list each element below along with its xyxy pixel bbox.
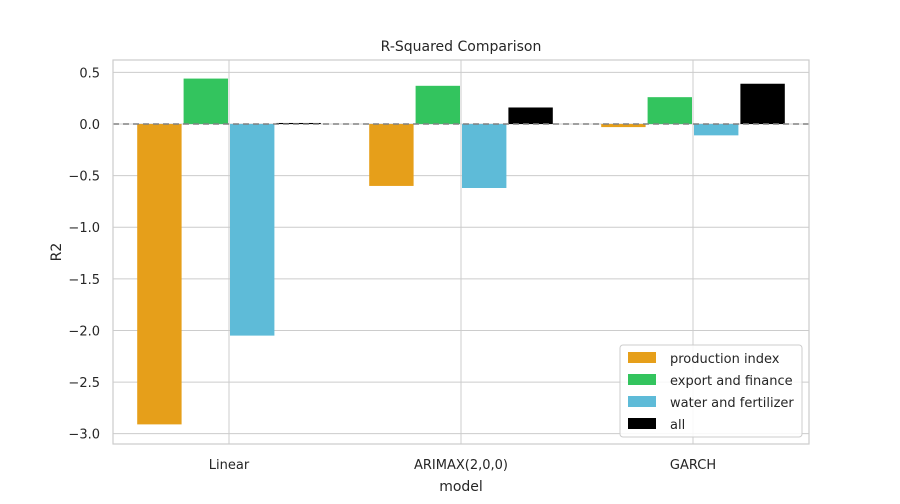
legend-label: export and finance — [670, 374, 793, 389]
y-tick-label: −2.5 — [68, 376, 100, 391]
bar — [137, 124, 182, 425]
legend-swatch — [628, 352, 656, 363]
y-tick-label: −2.0 — [68, 324, 100, 339]
bar — [508, 107, 553, 124]
y-tick-label: −3.0 — [68, 428, 100, 443]
legend-box — [619, 344, 803, 438]
x-tick-label: Linear — [209, 458, 250, 473]
legend: production index export and finance water … — [619, 344, 803, 438]
y-axis-label: R2 — [49, 243, 65, 262]
bar — [230, 124, 275, 336]
bar — [415, 85, 460, 124]
bar — [462, 124, 507, 188]
x-axis-label: model — [439, 479, 483, 495]
legend-label: all — [670, 418, 685, 433]
legend-label: water and fertilizer — [670, 396, 794, 411]
y-tick-label: 0.0 — [79, 118, 100, 133]
legend-label: production index — [670, 352, 780, 367]
y-tick-label: 0.5 — [79, 66, 100, 81]
legend-swatch — [628, 418, 656, 429]
y-tick-label: −1.0 — [68, 221, 100, 236]
x-tick-label: ARIMAX(2,0,0) — [414, 458, 508, 473]
chart-title: R-Squared Comparison — [381, 39, 542, 55]
legend-swatch — [628, 396, 656, 407]
bar — [183, 78, 228, 124]
x-tick-labels: Linear ARIMAX(2,0,0) GARCH — [209, 458, 716, 473]
bar — [601, 124, 646, 128]
legend-swatch — [628, 374, 656, 385]
bars-group — [137, 78, 785, 425]
bar — [694, 124, 739, 136]
bar — [369, 124, 414, 186]
x-tick-label: GARCH — [670, 458, 716, 473]
bar — [740, 83, 785, 124]
y-tick-labels: 0.5 0.0 −0.5 −1.0 −1.5 −2.0 −2.5 −3.0 — [68, 66, 100, 442]
y-tick-label: −0.5 — [68, 170, 100, 185]
bar — [647, 97, 692, 124]
plot-frame — [112, 59, 810, 445]
y-tick-label: −1.5 — [68, 273, 100, 288]
